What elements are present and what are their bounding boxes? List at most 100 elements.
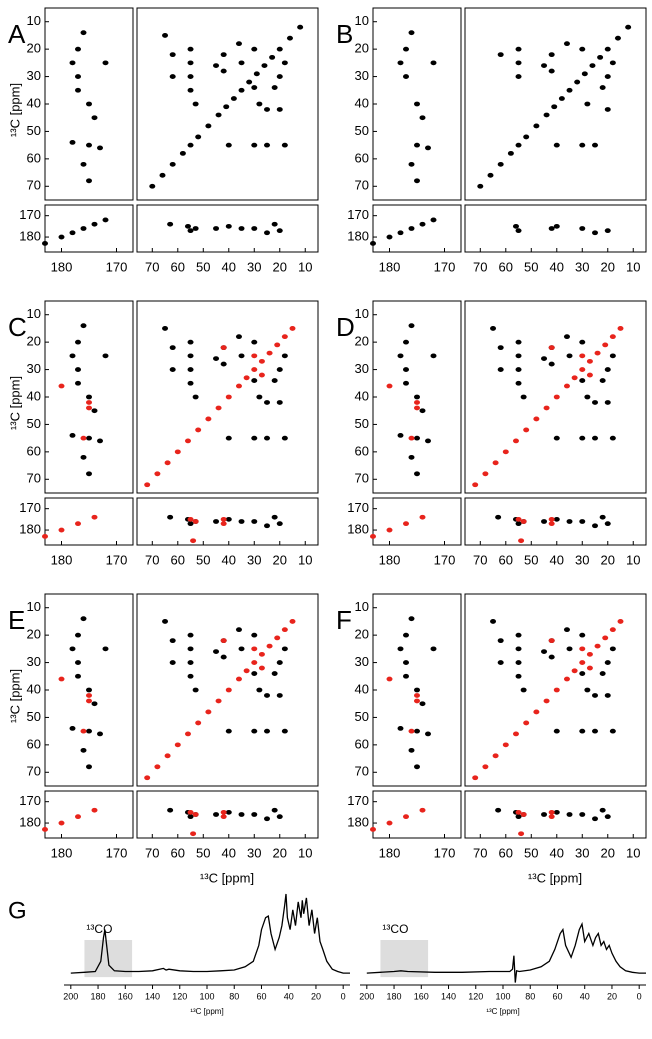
peak (599, 807, 606, 813)
peak (553, 809, 560, 815)
peak (553, 223, 560, 229)
peak (414, 687, 420, 693)
y-tick-label: 30 (355, 361, 369, 376)
peak (187, 367, 194, 372)
peak (271, 514, 278, 520)
peak (408, 616, 415, 622)
peak (169, 367, 176, 372)
peak (507, 150, 514, 156)
peak (592, 523, 599, 529)
peak (579, 353, 586, 359)
peak (604, 693, 611, 698)
peak (205, 123, 212, 129)
peak (592, 816, 599, 822)
peak (281, 435, 288, 441)
peak (281, 646, 288, 652)
peak (86, 405, 92, 411)
peak (271, 378, 278, 383)
y-tick-label: 40 (27, 388, 41, 403)
peak (281, 334, 288, 340)
peak (91, 221, 98, 227)
panel-label: G (8, 897, 27, 924)
plot-frame (464, 204, 647, 253)
peak (223, 104, 230, 110)
peak (520, 687, 527, 693)
peak (187, 809, 194, 815)
peak (414, 471, 420, 477)
x-tick-label: 70 (473, 845, 487, 860)
peak (579, 646, 586, 652)
peak (553, 687, 560, 693)
peak (579, 671, 586, 676)
peak (502, 742, 509, 748)
peak (512, 438, 519, 444)
peak (548, 226, 555, 231)
peak (497, 367, 504, 372)
peak (251, 671, 258, 676)
y-axis-label: ¹³C [ppm] (7, 376, 22, 430)
x-tick-label: 60 (171, 259, 185, 274)
y-tick-label: 10 (27, 306, 41, 321)
peak (276, 660, 283, 665)
x-tick-label: 170 (106, 552, 128, 567)
peak (548, 814, 555, 820)
peak (251, 367, 258, 372)
peak (430, 353, 437, 359)
peak (579, 367, 586, 372)
peak (195, 720, 202, 726)
x-tick-label: 60 (171, 845, 185, 860)
peak (563, 334, 570, 340)
peak (192, 687, 199, 693)
peak (264, 523, 271, 529)
y-tick-label: 70 (355, 764, 369, 779)
peak (169, 161, 176, 167)
peak (599, 671, 606, 676)
peak (69, 646, 76, 652)
peak (213, 356, 220, 361)
plot-frame (136, 7, 319, 201)
peak (397, 60, 404, 66)
peak (609, 353, 616, 359)
peak (276, 367, 283, 372)
plot-frame (372, 497, 462, 546)
y-tick-label: 70 (27, 764, 41, 779)
peak (386, 234, 393, 240)
y-tick-label: 60 (355, 736, 369, 751)
peak (553, 394, 560, 400)
x-tick-label: 180 (379, 845, 401, 860)
peak (215, 112, 222, 118)
peak (264, 728, 271, 734)
peak (205, 709, 212, 715)
x-tick-label: 100 (199, 991, 214, 1001)
y-tick-label: 20 (355, 627, 369, 642)
peak (264, 400, 271, 405)
peak (543, 405, 550, 411)
peak (599, 514, 606, 520)
peak (414, 764, 420, 770)
plot-frame (464, 300, 647, 494)
x-tick-label: 120 (172, 991, 187, 1001)
peak (276, 228, 283, 234)
peak (167, 514, 174, 520)
peak (523, 134, 530, 140)
peak (566, 353, 573, 359)
peak (75, 74, 81, 79)
y-tick-label: 70 (27, 471, 41, 486)
peak (566, 87, 573, 93)
peak (276, 814, 283, 820)
x-tick-label: 50 (196, 845, 210, 860)
plot-frame (464, 497, 647, 546)
peak (579, 142, 586, 148)
peak (75, 521, 81, 527)
peak (397, 646, 404, 652)
y-tick-label: 70 (27, 178, 41, 193)
x-axis-label: ¹³C [ppm] (200, 870, 254, 885)
peak (397, 353, 404, 359)
x-tick-label: 60 (499, 845, 513, 860)
x-tick-label: 40 (222, 552, 236, 567)
peak (251, 46, 258, 52)
peak (251, 85, 258, 90)
peak (515, 632, 522, 638)
peak (213, 63, 220, 68)
peak (80, 728, 87, 734)
